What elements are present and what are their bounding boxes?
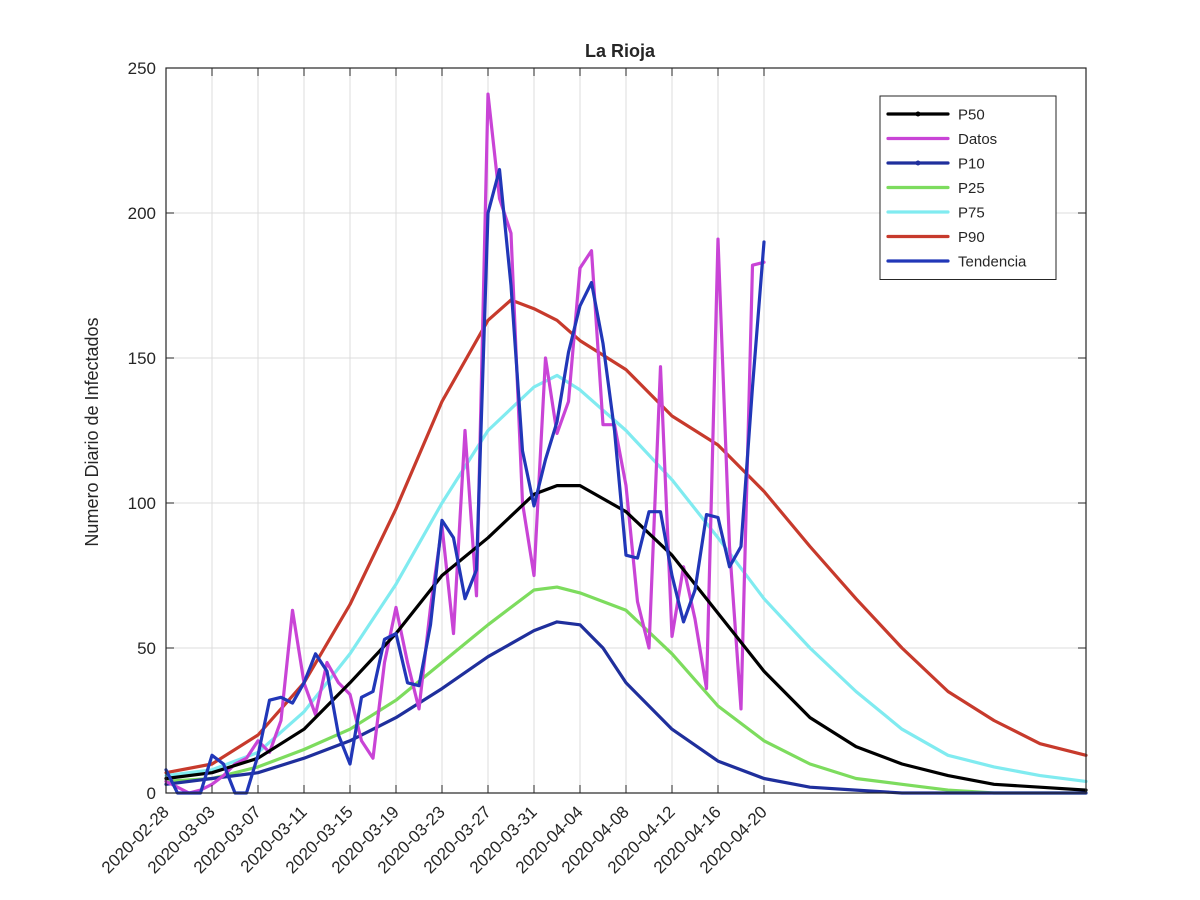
legend-label: P75	[958, 205, 985, 222]
legend-label: P90	[958, 229, 985, 246]
y-tick-label: 100	[128, 494, 156, 513]
legend-label: Datos	[958, 131, 997, 148]
legend-label: P10	[958, 156, 985, 173]
series-line-tendencia	[164, 167, 766, 795]
legend-marker	[915, 160, 921, 166]
chart-title: La Rioja	[585, 41, 656, 61]
legend-label: P50	[958, 107, 985, 124]
legend-marker	[915, 111, 921, 117]
y-tick-label: 200	[128, 204, 156, 223]
legend: P50 Datos P10 P25 P75 P90 Tendencia	[879, 95, 1057, 280]
legend-label: Tendencia	[958, 254, 1027, 271]
series-line-p90	[164, 298, 1088, 775]
y-tick-label: 250	[128, 59, 156, 78]
y-tick-label: 50	[137, 639, 156, 658]
y-tick-label: 0	[147, 784, 156, 803]
series-line-p25	[164, 585, 1088, 795]
y-axis-label: Numero Diario de Infectados	[82, 317, 102, 546]
series-line-p10	[164, 620, 1088, 795]
series-lines	[164, 92, 1088, 795]
series-line-datos	[164, 92, 766, 795]
legend-label: P25	[958, 180, 985, 197]
y-tick-label: 150	[128, 349, 156, 368]
series-line-p50	[164, 484, 1088, 792]
